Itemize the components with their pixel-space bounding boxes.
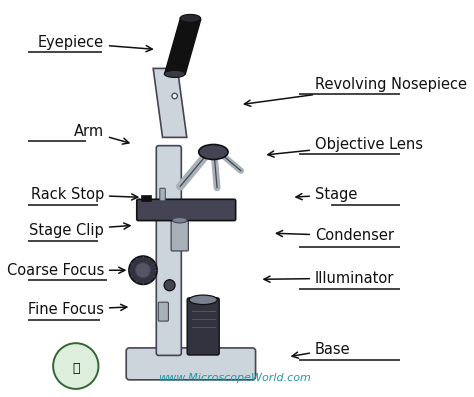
Polygon shape	[141, 195, 151, 201]
Polygon shape	[153, 68, 187, 137]
Text: Condenser: Condenser	[276, 228, 394, 243]
Text: Stage Clip: Stage Clip	[29, 223, 130, 237]
FancyBboxPatch shape	[137, 199, 236, 221]
FancyBboxPatch shape	[171, 219, 188, 251]
Ellipse shape	[136, 263, 150, 278]
Text: Coarse Focus: Coarse Focus	[7, 263, 125, 278]
Text: Stage: Stage	[296, 187, 357, 202]
Text: Eyepiece: Eyepiece	[38, 35, 152, 52]
Text: Rack Stop: Rack Stop	[31, 187, 138, 202]
Ellipse shape	[173, 218, 187, 223]
FancyBboxPatch shape	[160, 188, 165, 201]
Text: Arm: Arm	[74, 124, 129, 144]
FancyBboxPatch shape	[156, 146, 182, 355]
Text: Objective Lens: Objective Lens	[268, 137, 423, 157]
Circle shape	[53, 343, 99, 389]
Ellipse shape	[164, 280, 175, 291]
Ellipse shape	[172, 93, 177, 99]
Ellipse shape	[164, 70, 185, 77]
Text: Fine Focus: Fine Focus	[28, 302, 127, 317]
FancyBboxPatch shape	[158, 302, 168, 321]
Polygon shape	[164, 19, 201, 74]
Ellipse shape	[199, 145, 228, 160]
Text: www.MicroscopeWorld.com: www.MicroscopeWorld.com	[158, 373, 311, 383]
FancyBboxPatch shape	[187, 298, 219, 355]
Text: Revolving Nosepiece: Revolving Nosepiece	[245, 77, 467, 106]
Ellipse shape	[129, 256, 157, 284]
Text: Base: Base	[292, 341, 351, 358]
Ellipse shape	[189, 295, 217, 304]
Text: Illuminator: Illuminator	[264, 271, 394, 285]
Ellipse shape	[180, 14, 201, 22]
Text: 🔬: 🔬	[72, 362, 80, 375]
FancyBboxPatch shape	[126, 348, 255, 380]
